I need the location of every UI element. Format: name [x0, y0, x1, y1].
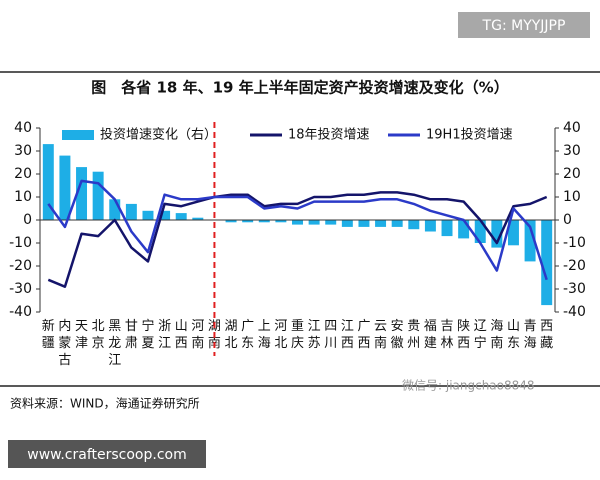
x-tick-label: 新疆: [42, 318, 55, 351]
legend-swatch: [62, 130, 94, 140]
y2-tick-label: 0: [563, 212, 572, 228]
x-tick-label: 辽宁: [474, 319, 487, 351]
x-tick-label: 安徽: [391, 319, 404, 351]
x-tick-label: 山东: [507, 319, 520, 351]
bar: [192, 217, 204, 220]
x-tick-label: 吉林: [441, 319, 454, 351]
x-tick-label: 北京: [92, 319, 105, 351]
bar: [308, 220, 320, 225]
bar: [341, 220, 353, 227]
legend-label: 投资增速变化（右）: [100, 127, 217, 143]
x-tick-label: 山西: [175, 319, 188, 351]
x-tick-label: 宁夏: [141, 318, 154, 351]
y-tick-label: 0: [23, 212, 32, 228]
chart-title: 图 各省 18 年、19 年上半年固定资产投资增速及变化（%）: [91, 79, 508, 97]
x-tick-label: 河北: [274, 319, 287, 351]
y2-tick-label: -10: [563, 235, 586, 251]
x-tick-label: 广西: [357, 319, 370, 351]
x-tick-label: 湖北: [225, 319, 238, 351]
x-tick-label: 青海: [524, 319, 537, 351]
bar: [258, 220, 270, 223]
x-tick-label: 浙江: [158, 319, 171, 351]
y2-tick-label: 30: [563, 143, 581, 159]
legend-label: 19H1投资增速: [426, 127, 513, 143]
y2-tick-label: 20: [563, 166, 581, 182]
bar: [541, 220, 553, 306]
x-tick-label: 内蒙古: [58, 318, 71, 368]
bar: [458, 220, 470, 239]
x-tick-label: 四川: [324, 319, 337, 351]
bottom-watermark: www.crafterscoop.com: [27, 447, 186, 463]
y-tick-label: -30: [9, 281, 32, 297]
bar: [325, 220, 337, 225]
x-tick-label: 云南: [374, 319, 387, 351]
line: [47, 179, 548, 281]
x-tick-label: 福建: [424, 319, 437, 351]
wechat-watermark: 微信号: jiangchao8848: [402, 379, 535, 393]
x-tick-label: 广东: [241, 319, 254, 351]
bar: [175, 213, 187, 220]
bar: [275, 220, 287, 223]
y2-tick-label: -40: [563, 304, 586, 320]
x-tick-label: 西藏: [540, 319, 553, 351]
bar: [92, 171, 104, 220]
x-tick-label: 江苏: [308, 319, 321, 351]
x-tick-label: 上海: [258, 319, 271, 351]
x-tick-label: 重庆: [291, 318, 304, 351]
bar: [424, 220, 436, 232]
bar: [408, 220, 420, 230]
x-tick-label: 海南: [490, 319, 503, 351]
bar: [491, 220, 503, 248]
bar: [358, 220, 370, 227]
x-tick-label: 甘肃: [125, 319, 138, 351]
bar: [142, 210, 154, 220]
bottom-badge: [8, 440, 206, 468]
bar: [42, 144, 54, 220]
x-tick-label: 江西: [341, 319, 354, 351]
x-tick-label: 天津: [75, 319, 88, 351]
y-tick-label: 30: [14, 143, 32, 159]
line: [47, 191, 548, 288]
bar: [292, 220, 303, 225]
bar: [507, 220, 519, 246]
y2-tick-label: 10: [563, 189, 581, 205]
y-tick-label: 10: [14, 189, 32, 205]
top-badge: [458, 12, 590, 38]
y-tick-label: -20: [9, 258, 32, 274]
x-tick-label: 黑龙江: [108, 319, 121, 368]
bar: [375, 220, 387, 227]
bar: [441, 220, 453, 237]
y2-tick-label: 40: [563, 120, 581, 136]
x-tick-label: 河南: [191, 319, 204, 351]
bar: [159, 210, 171, 220]
legend-label: 18年投资增速: [288, 127, 370, 143]
bar: [59, 155, 71, 220]
y-tick-label: 20: [14, 166, 32, 182]
bar: [242, 220, 254, 223]
y-tick-label: -10: [9, 235, 32, 251]
bar: [76, 167, 88, 220]
x-tick-label: 陕西: [457, 319, 470, 351]
y-tick-label: 40: [14, 120, 32, 136]
bar: [391, 220, 403, 227]
source: 资料来源：WIND，海通证券研究所: [10, 396, 200, 411]
bar: [524, 220, 536, 262]
bar: [225, 220, 237, 223]
y2-tick-label: -20: [563, 258, 586, 274]
bar: [109, 199, 121, 220]
y2-tick-label: -30: [563, 281, 586, 297]
top-watermark: TG: MYYJJPP: [482, 18, 566, 34]
bar: [125, 203, 137, 220]
bar: [474, 220, 486, 243]
x-tick-label: 贵州: [407, 319, 420, 351]
y-tick-label: -40: [9, 304, 32, 320]
